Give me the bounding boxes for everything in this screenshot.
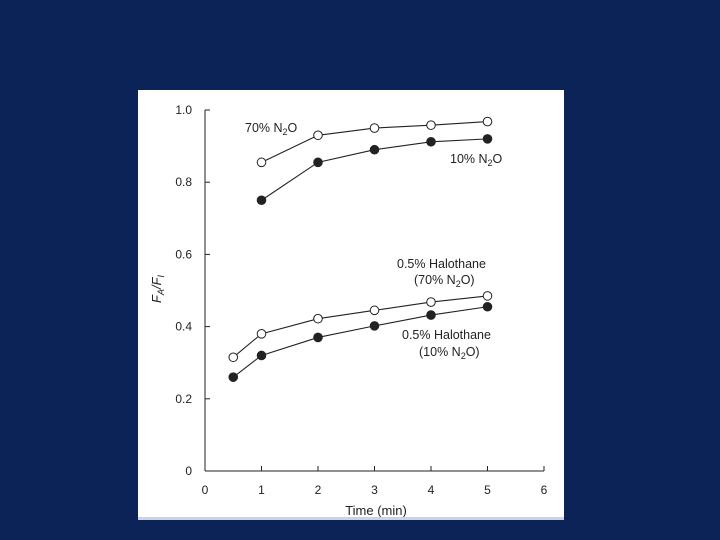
filled-data-point [313, 157, 323, 168]
filled-data-point [482, 134, 493, 144]
open-data-point [426, 120, 436, 130]
open-data-point [313, 313, 323, 324]
y-tick-label: 0.8 [175, 175, 192, 189]
subscript-2: 2 [488, 158, 493, 168]
filled-data-point [369, 321, 380, 331]
open-data-point [313, 130, 323, 141]
filled-data-point [426, 310, 436, 320]
line-chart: 00.20.40.60.81.00 1 2 3 4 5 6 70% N2O 10% N2O … [149, 103, 548, 518]
open-data-point [256, 329, 267, 339]
subscript-I: I [156, 274, 166, 277]
open-data-point [482, 116, 493, 127]
open-data-point [369, 305, 380, 316]
x-tick-label: 3 [371, 483, 378, 497]
annotation-halothane-10-line1: 0.5% Halothane [402, 328, 491, 342]
figure-panel: 0 0.2 0.4 0.6 0.8 1.0 0 1 2 3 4 5 6 70% N2O 10% N2O … [138, 90, 564, 520]
x-tick-label: 4 [428, 483, 435, 497]
open-data-point [482, 291, 493, 301]
series-line [232, 306, 488, 378]
y-tick-label: 0 [185, 464, 192, 478]
filled-data-point [256, 350, 267, 361]
annotation-halothane-70-line2: (70% N2O) [414, 273, 475, 289]
open-data-point [369, 123, 380, 133]
annotation-70-n2o: 70% N2O [245, 121, 298, 137]
series-layer [228, 116, 493, 382]
y-tick-label: 0.2 [175, 392, 192, 406]
series-3 [228, 291, 493, 363]
filled-data-point [369, 144, 380, 155]
x-tick-label: 5 [484, 483, 491, 497]
annotation-10-n2o: 10% N2O [450, 152, 503, 168]
x-tick-label: 1 [258, 483, 265, 497]
panel-bottom-rule [138, 517, 564, 520]
y-axis-title: FA/FI [149, 274, 166, 303]
series-1 [256, 116, 493, 168]
x-tick-label: 6 [541, 483, 548, 497]
open-data-point [256, 157, 267, 168]
x-tick-label: 2 [315, 483, 322, 497]
y-tick-label: 0.6 [175, 247, 192, 261]
filled-data-point [228, 372, 239, 382]
open-data-point [228, 352, 239, 363]
annotation-halothane-70-line1: 0.5% Halothane [397, 257, 486, 271]
subscript-A: A [156, 289, 166, 296]
subscript-2: 2 [461, 351, 466, 361]
open-data-point [426, 297, 436, 307]
axes: 0 0.2 0.4 0.6 0.8 1.0 0 1 2 3 4 5 6 [175, 103, 547, 497]
y-tick-label: 1.0 [175, 103, 192, 117]
annotation-halothane-10-line2: (10% N2O) [419, 345, 480, 361]
subscript-2: 2 [283, 127, 288, 137]
series-2 [256, 134, 493, 206]
series-line [232, 295, 488, 358]
subscript-2: 2 [456, 279, 461, 289]
filled-data-point [313, 332, 323, 343]
series-4 [228, 301, 493, 382]
filled-data-point [256, 195, 267, 206]
filled-data-point [482, 301, 493, 312]
x-tick-label: 0 [202, 483, 209, 497]
x-axis-title: Time (min) [345, 503, 407, 518]
y-tick-label: 0.4 [175, 320, 192, 334]
filled-data-point [426, 136, 436, 147]
